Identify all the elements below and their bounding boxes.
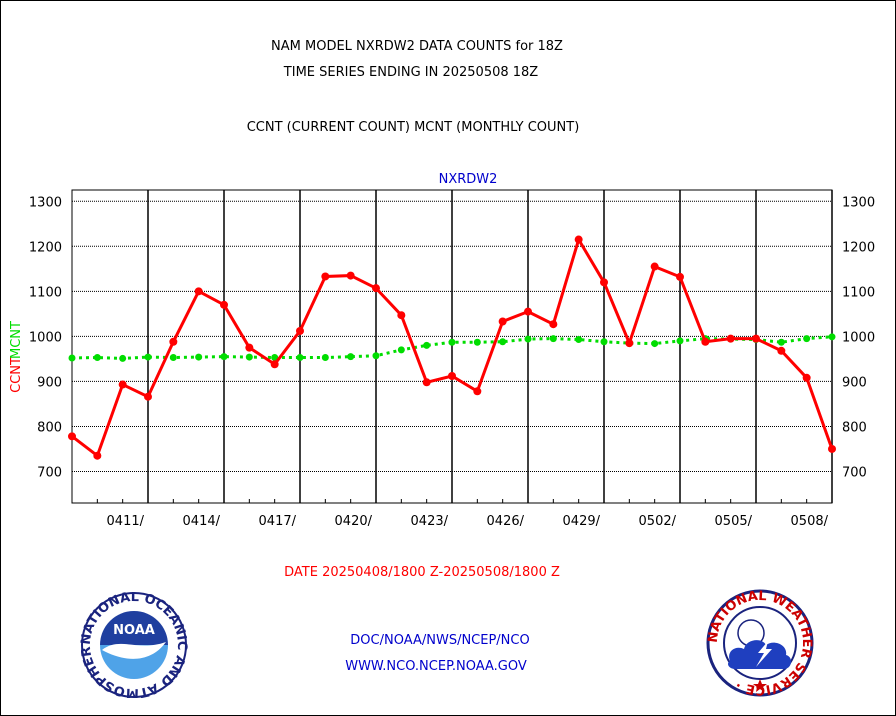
data-point-ccnt xyxy=(777,346,786,355)
y-tick-label-left: 1200 xyxy=(29,240,62,255)
data-point-mcnt xyxy=(448,338,456,346)
data-point-mcnt xyxy=(245,353,253,361)
y-tick-label-left: 800 xyxy=(37,420,62,435)
data-point-mcnt xyxy=(676,337,684,345)
data-point-mcnt xyxy=(347,353,355,361)
footer-url-link[interactable]: WWW.NCO.NCEP.NOAA.GOV xyxy=(345,659,527,674)
data-point-ccnt xyxy=(676,272,684,281)
data-point-ccnt xyxy=(600,278,608,287)
y-axis-label-mcnt: MCNT xyxy=(9,321,24,359)
data-point-ccnt xyxy=(802,373,811,382)
y-tick-label-right: 1200 xyxy=(842,240,875,255)
x-tick-label: 0502/ xyxy=(639,514,677,529)
x-tick-label: 0411/ xyxy=(107,514,145,529)
x-tick-label: 0423/ xyxy=(411,514,449,529)
data-point-mcnt xyxy=(321,354,329,362)
y-tick-label-right: 1100 xyxy=(842,285,875,300)
data-point-mcnt xyxy=(296,354,304,362)
footer-org-link[interactable]: DOC/NOAA/NWS/NCEP/NCO xyxy=(350,633,530,648)
data-point-ccnt xyxy=(296,326,304,335)
x-tick-label: 0508/ xyxy=(791,514,829,529)
date-range-label: DATE 20250408/1800 Z-20250508/1800 Z xyxy=(284,565,560,580)
data-point-mcnt xyxy=(195,353,203,361)
data-point-mcnt xyxy=(397,346,405,354)
y-tick-label-left: 900 xyxy=(37,375,62,390)
data-point-mcnt xyxy=(423,341,431,349)
data-point-mcnt xyxy=(651,340,659,348)
data-point-ccnt xyxy=(422,378,431,387)
data-point-ccnt xyxy=(118,380,127,389)
data-point-ccnt xyxy=(524,307,532,316)
data-point-ccnt xyxy=(144,392,152,401)
data-point-ccnt xyxy=(625,339,634,348)
data-point-mcnt xyxy=(220,353,228,361)
data-point-ccnt xyxy=(372,284,380,293)
data-point-ccnt xyxy=(726,334,735,343)
data-point-ccnt xyxy=(220,300,228,309)
noaa-logo[interactable]: NATIONAL OCEANIC AND ATMOSPHERIC ADMINIS… xyxy=(80,592,188,698)
data-point-ccnt xyxy=(68,432,76,441)
y-tick-label-right: 800 xyxy=(842,420,867,435)
data-point-ccnt xyxy=(448,371,456,380)
data-point-mcnt xyxy=(524,335,532,343)
data-point-mcnt xyxy=(93,354,101,362)
data-point-ccnt xyxy=(169,337,178,346)
y-tick-label-right: 1300 xyxy=(842,195,875,210)
data-point-mcnt xyxy=(777,338,785,346)
data-point-mcnt xyxy=(473,338,481,346)
y-axis-label-ccnt: CCNT xyxy=(9,357,24,393)
data-point-ccnt xyxy=(650,262,659,271)
data-point-ccnt xyxy=(752,334,760,343)
data-point-mcnt xyxy=(575,336,583,344)
data-point-mcnt xyxy=(68,354,76,362)
chart-subtitle: CCNT (CURRENT COUNT) MCNT (MONTHLY COUNT… xyxy=(246,120,580,135)
data-point-ccnt xyxy=(397,311,406,320)
x-tick-label: 0426/ xyxy=(487,514,525,529)
data-point-ccnt xyxy=(828,444,836,453)
data-point-ccnt xyxy=(270,360,279,369)
data-point-mcnt xyxy=(169,354,177,362)
data-point-ccnt xyxy=(93,451,102,460)
x-tick-label: 0414/ xyxy=(183,514,221,529)
y-tick-label-right: 700 xyxy=(842,465,867,480)
data-point-ccnt xyxy=(194,287,203,296)
data-point-ccnt xyxy=(321,272,330,281)
x-tick-label: 0505/ xyxy=(715,514,753,529)
data-point-ccnt xyxy=(574,235,583,244)
svg-text:NOAA: NOAA xyxy=(113,623,155,638)
data-point-mcnt xyxy=(119,354,127,362)
y-tick-label-left: 700 xyxy=(37,465,62,480)
x-tick-label: 0417/ xyxy=(259,514,297,529)
nws-logo[interactable]: NATIONAL WEATHER SERVICE · xyxy=(706,589,814,697)
data-point-mcnt xyxy=(144,353,152,361)
data-point-ccnt xyxy=(245,343,254,352)
y-tick-label-left: 1000 xyxy=(29,330,62,345)
data-point-ccnt xyxy=(473,387,482,396)
data-point-mcnt xyxy=(372,352,380,360)
data-point-mcnt xyxy=(499,338,507,346)
x-tick-label: 0429/ xyxy=(563,514,601,529)
y-tick-label-left: 1300 xyxy=(29,195,62,210)
data-point-mcnt xyxy=(549,335,557,343)
chart-title-line2: TIME SERIES ENDING IN 20250508 18Z xyxy=(283,65,539,80)
chart-title-line1: NAM MODEL NXRDW2 DATA COUNTS for 18Z xyxy=(271,39,563,54)
data-point-ccnt xyxy=(498,317,507,326)
y-tick-label-left: 1100 xyxy=(29,285,62,300)
data-point-mcnt xyxy=(803,335,811,343)
data-point-ccnt xyxy=(701,337,710,346)
data-point-mcnt xyxy=(828,333,836,341)
x-tick-label: 0420/ xyxy=(335,514,373,529)
plot-name-label: NXRDW2 xyxy=(439,172,498,187)
y-tick-label-right: 1000 xyxy=(842,330,875,345)
data-point-mcnt xyxy=(600,338,608,346)
data-point-ccnt xyxy=(549,320,558,329)
data-point-ccnt xyxy=(346,271,355,280)
data-point-mcnt xyxy=(271,354,279,362)
y-tick-label-right: 900 xyxy=(842,375,867,390)
